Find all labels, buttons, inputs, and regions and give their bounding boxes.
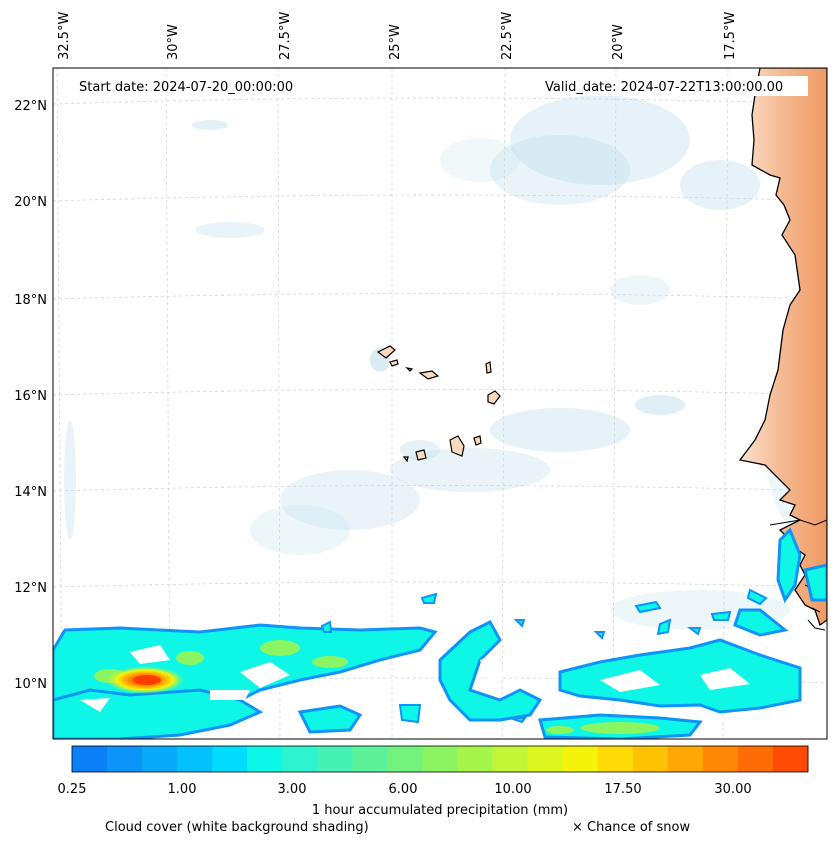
cbar-tick-10-00: 10.00 xyxy=(494,782,531,797)
colorbar-swatch xyxy=(737,746,774,772)
colorbar-swatch xyxy=(597,746,634,772)
longitude-labels: 32.5°W 30°W 27.5°W 25°W 22.5°W 20°W 17.5… xyxy=(57,12,738,60)
colorbar-swatch xyxy=(527,746,564,772)
colorbar-swatch xyxy=(702,746,739,772)
colorbar-ticks: 0.25 1.00 3.00 6.00 10.00 17.50 30.00 xyxy=(58,782,752,797)
lon-label-20w: 20°W xyxy=(611,24,626,60)
cape-verde-islands xyxy=(376,345,501,463)
colorbar-swatch xyxy=(177,746,213,772)
africa-land xyxy=(738,68,827,627)
colorbar-swatch xyxy=(212,746,248,772)
cloud-cover-legend: Cloud cover (white background shading) xyxy=(105,820,369,835)
colorbar-label: 1 hour accumulated precipitation (mm) xyxy=(312,803,568,818)
colorbar-swatch xyxy=(667,746,704,772)
valid-date-label: Valid_date: 2024-07-22T13:00:00.00 xyxy=(545,80,783,95)
colorbar-swatch xyxy=(772,746,809,772)
colorbar xyxy=(72,746,809,772)
cbar-tick-0-25: 0.25 xyxy=(58,782,87,797)
colorbar-swatch xyxy=(387,746,423,772)
lat-label-12n: 12°N xyxy=(14,581,47,596)
start-date-label: Start date: 2024-07-20_00:00:00 xyxy=(79,80,293,95)
colorbar-swatch xyxy=(352,746,388,772)
cbar-tick-3-00: 3.00 xyxy=(278,782,307,797)
colorbar-swatch xyxy=(492,746,529,772)
lat-label-18n: 18°N xyxy=(14,293,47,308)
cbar-tick-30-00: 30.00 xyxy=(714,782,751,797)
colorbar-swatch xyxy=(457,746,494,772)
snow-legend: × Chance of snow xyxy=(572,820,690,835)
lon-label-30w: 30°W xyxy=(166,24,181,60)
lat-label-14n: 14°N xyxy=(14,485,47,500)
lon-label-27-5w: 27.5°W xyxy=(278,12,293,60)
cbar-tick-1-00: 1.00 xyxy=(168,782,197,797)
cloud-cover-shading xyxy=(64,95,827,630)
colorbar-swatch xyxy=(282,746,318,772)
lat-label-20n: 20°N xyxy=(14,195,47,210)
colorbar-swatch xyxy=(247,746,283,772)
lon-label-17-5w: 17.5°W xyxy=(723,12,738,60)
lon-label-32-5w: 32.5°W xyxy=(57,12,72,60)
lon-label-22-5w: 22.5°W xyxy=(500,12,515,60)
map-border xyxy=(52,67,828,740)
precipitation-band xyxy=(53,527,827,739)
colorbar-swatch xyxy=(632,746,669,772)
valid-date-box xyxy=(540,76,808,96)
lat-label-10n: 10°N xyxy=(14,677,47,692)
colorbar-swatch xyxy=(72,746,108,772)
lat-label-22n: 22°N xyxy=(14,99,47,114)
colorbar-swatch xyxy=(107,746,143,772)
start-date-box xyxy=(72,76,312,96)
lat-label-16n: 16°N xyxy=(14,389,47,404)
colorbar-border xyxy=(71,745,809,773)
colorbar-swatch xyxy=(422,746,459,772)
colorbar-swatch xyxy=(562,746,599,772)
cbar-tick-6-00: 6.00 xyxy=(389,782,418,797)
colorbar-swatch xyxy=(317,746,353,772)
colorbar-swatch xyxy=(142,746,178,772)
cbar-tick-17-50: 17.50 xyxy=(604,782,641,797)
coast-inlet xyxy=(769,519,827,526)
lon-label-25w: 25°W xyxy=(388,24,403,60)
latitude-labels: 22°N 20°N 18°N 16°N 14°N 12°N 10°N xyxy=(14,99,47,692)
